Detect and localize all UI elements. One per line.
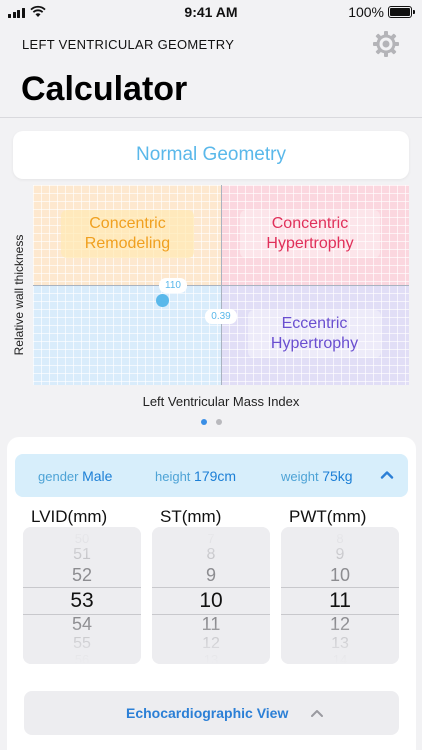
echocardiographic-view-label: Echocardiographic View [126, 705, 289, 721]
st-picker[interactable]: 7 8 9 10 11 12 13 [152, 527, 270, 664]
picker-header-pwt: PWT(mm) [289, 507, 367, 526]
patient-params-bar[interactable]: gender Male height 179cm weight 75kg [15, 454, 408, 497]
x-threshold-label: 110 [159, 278, 187, 293]
battery-icon [388, 6, 415, 18]
lvid-selected-value: 53 [70, 589, 94, 612]
page-dot-1[interactable] [200, 419, 207, 425]
result-label: Normal Geometry [13, 131, 409, 179]
data-point [156, 293, 170, 307]
wifi-icon [30, 5, 46, 17]
page-indicator[interactable] [0, 419, 422, 425]
picker-header-lvid: LVID(mm) [31, 507, 108, 526]
quadrant-label-eccentric-hypertrophy: Eccentric Hypertrophy [248, 310, 381, 358]
page-dot-2[interactable] [215, 419, 222, 425]
pwt-selected-value: 11 [329, 589, 351, 612]
signal-icon [8, 8, 25, 18]
chevron-up-icon[interactable] [378, 466, 396, 484]
app-subtitle: LEFT VENTRICULAR GEOMETRY [22, 37, 235, 52]
chevron-up-icon [311, 710, 323, 717]
quadrant-eccentric-hypertrophy [221, 285, 409, 385]
gear-icon[interactable] [371, 29, 401, 59]
picker-header-st: ST(mm) [160, 507, 222, 526]
pwt-picker[interactable]: 8 9 10 11 12 13 14 [281, 527, 399, 664]
x-axis-label: Left Ventricular Mass Index [142, 394, 300, 409]
quadrant-label-concentric-remodeling: Concentric Remodeling [61, 210, 194, 258]
header-divider [0, 117, 422, 118]
status-bar: 9:41 AM 100% [0, 0, 422, 24]
geometry-chart[interactable]: Concentric Remodeling Concentric Hypertr… [33, 185, 409, 385]
lvid-picker[interactable]: 50 51 52 53 54 55 56 [23, 527, 141, 664]
st-selected-value: 10 [199, 589, 223, 612]
y-axis-label: Relative wall thickness [12, 234, 26, 356]
page-title: Calculator [21, 70, 188, 108]
param-height[interactable]: height 179cm [155, 468, 237, 484]
x-threshold-line [221, 185, 222, 385]
quadrant-concentric-hypertrophy [221, 185, 409, 285]
quadrant-normal-geometry [33, 285, 221, 385]
battery-percent: 100% [348, 4, 384, 20]
param-weight[interactable]: weight 75kg [281, 468, 353, 484]
y-threshold-label: 0.39 [205, 309, 237, 324]
param-gender[interactable]: gender Male [38, 468, 113, 484]
quadrant-label-concentric-hypertrophy: Concentric Hypertrophy [240, 210, 380, 258]
echocardiographic-view-button[interactable]: Echocardiographic View [24, 691, 399, 735]
status-time: 9:41 AM [184, 4, 238, 20]
